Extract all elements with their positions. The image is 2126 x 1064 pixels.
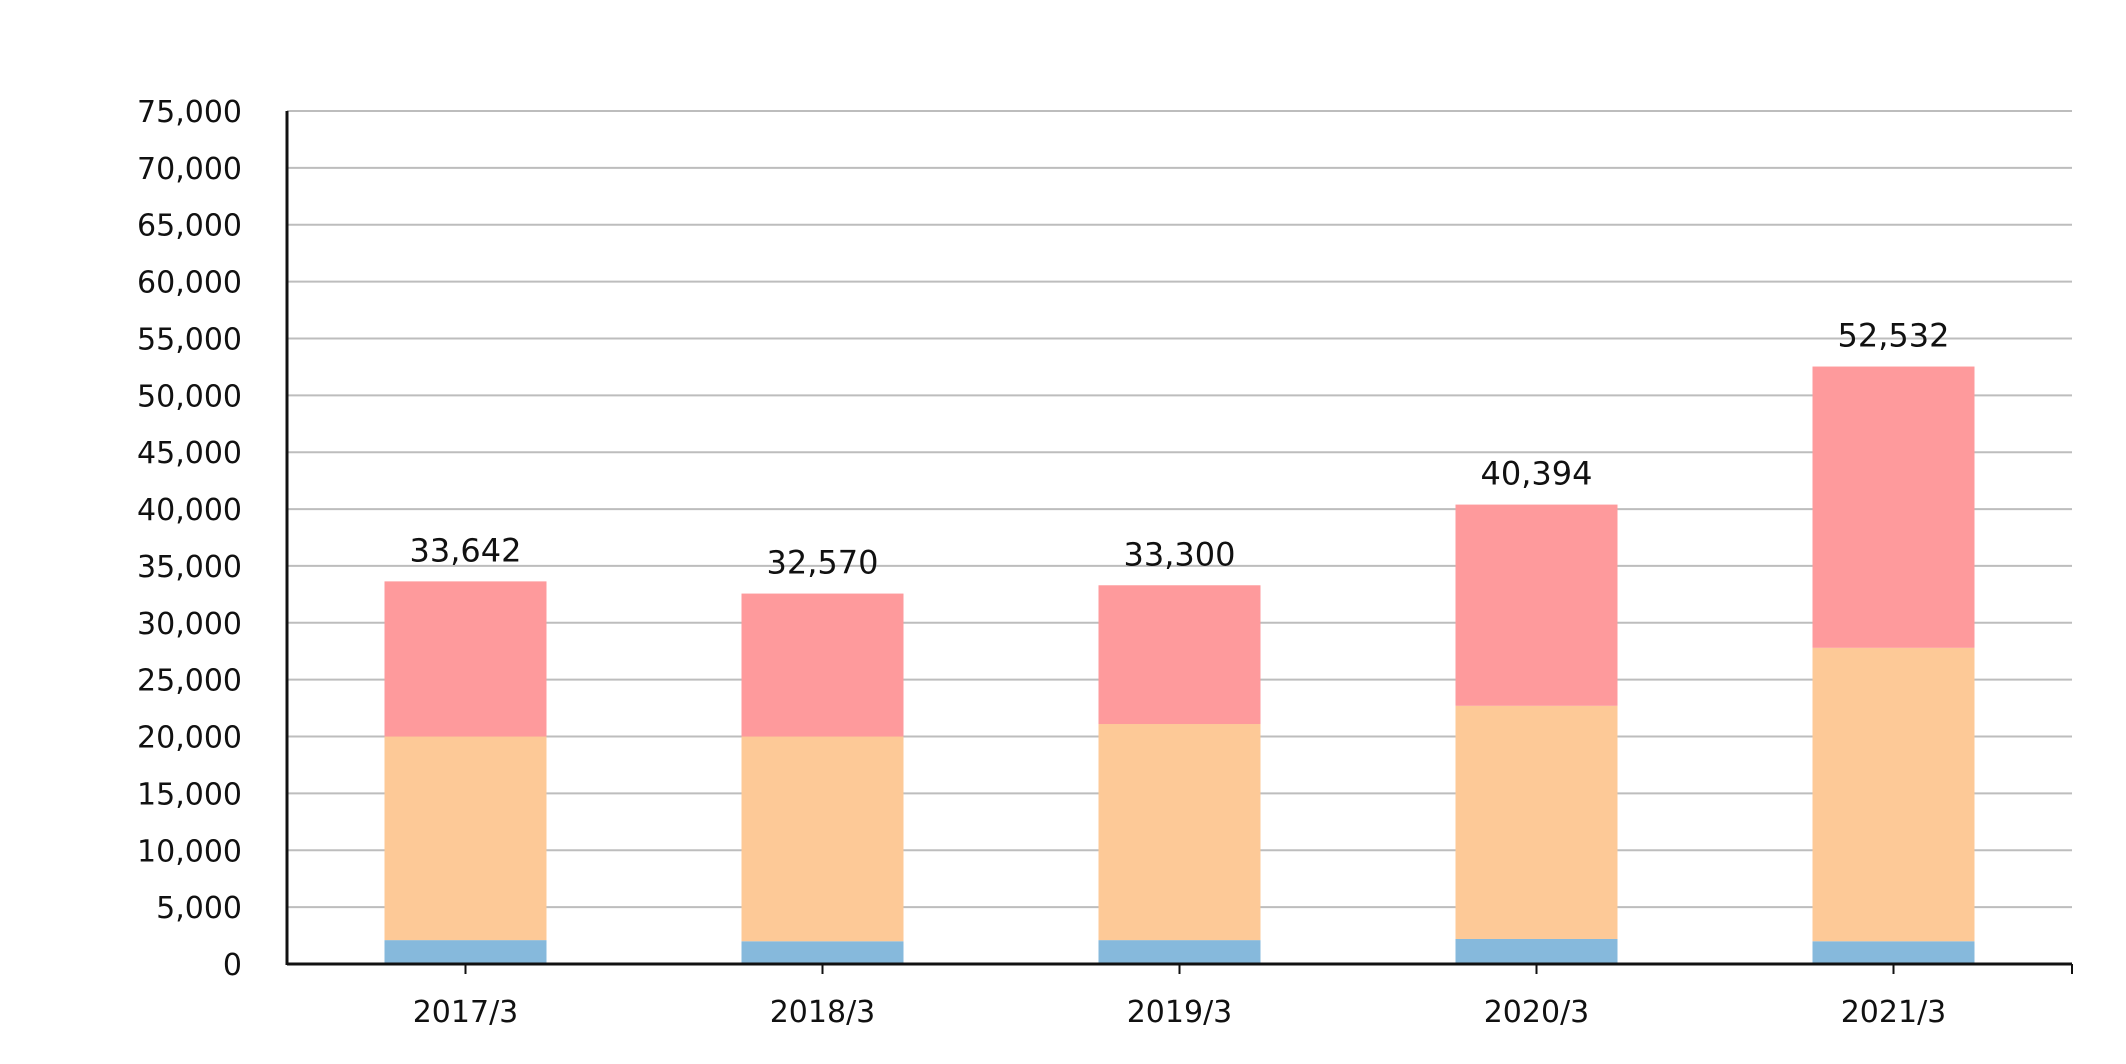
x-tick-label: 2021/3	[1841, 995, 1947, 1030]
bar-segment-2	[741, 736, 904, 942]
y-tick-label: 5,000	[156, 891, 242, 926]
bar-total-label: 33,642	[410, 531, 522, 569]
y-tick-label: 30,000	[137, 607, 242, 642]
y-tick-label: 10,000	[137, 834, 242, 869]
bar-segment-3	[741, 593, 904, 737]
y-tick-label: 70,000	[137, 152, 242, 187]
bar-segment-1	[1098, 940, 1261, 964]
bar-segment-1	[1812, 941, 1975, 964]
bar-segment-1	[741, 941, 904, 964]
y-tick-label: 0	[223, 948, 242, 983]
y-tick-label: 25,000	[137, 664, 242, 699]
x-tick-label: 2017/3	[413, 995, 519, 1030]
bars	[384, 366, 1975, 964]
x-tick-label: 2018/3	[770, 995, 876, 1030]
y-tick-label: 40,000	[137, 493, 242, 528]
bar-segment-3	[1812, 366, 1975, 648]
labels: 0 5,000 10,000 15,000 20,000 25,000 30,000 35,0…	[137, 95, 1949, 1030]
y-tick-label: 45,000	[137, 436, 242, 471]
y-tick-label: 50,000	[137, 379, 242, 414]
x-tick-label: 2020/3	[1484, 995, 1590, 1030]
bar-segment-2	[1455, 705, 1618, 939]
x-tick-label: 2019/3	[1127, 995, 1233, 1030]
bar-segment-1	[1455, 938, 1618, 964]
bar-segment-2	[1812, 647, 1975, 942]
y-tick-label: 75,000	[137, 95, 242, 130]
bar-segment-1	[384, 940, 547, 964]
y-tick-label: 55,000	[137, 322, 242, 357]
bar-total-label: 33,300	[1124, 535, 1236, 573]
y-tick-label: 35,000	[137, 550, 242, 585]
y-tick-label: 15,000	[137, 777, 242, 812]
bar-segment-2	[1098, 724, 1261, 941]
bar-segment-3	[1455, 504, 1618, 706]
y-tick-label: 65,000	[137, 209, 242, 244]
bar-segment-3	[384, 581, 547, 737]
y-tick-label: 60,000	[137, 266, 242, 301]
bar-total-label: 52,532	[1838, 317, 1950, 355]
y-tick-label: 20,000	[137, 721, 242, 756]
bar-total-label: 32,570	[767, 544, 879, 582]
axes	[285, 111, 2073, 974]
bar-segment-3	[1098, 585, 1261, 725]
bar-total-label: 40,394	[1481, 455, 1593, 493]
bar-segment-2	[384, 736, 547, 941]
